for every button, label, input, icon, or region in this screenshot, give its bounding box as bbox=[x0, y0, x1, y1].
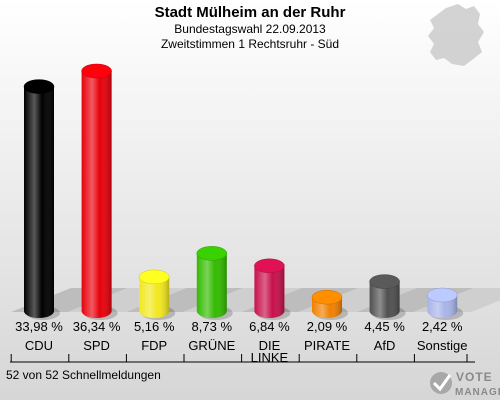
bar-top bbox=[369, 274, 400, 289]
bar-top bbox=[23, 79, 55, 94]
bar-series bbox=[23, 63, 464, 320]
bar-die-linke bbox=[254, 258, 291, 320]
chart-subtitle-1: Bundestagswahl 22.09.2013 bbox=[174, 22, 326, 36]
bar-cdu bbox=[23, 79, 60, 320]
category-label: LINKE bbox=[251, 350, 289, 365]
bar-shading bbox=[81, 71, 112, 318]
value-label: 4,45 % bbox=[364, 319, 405, 334]
logo-line-2: MANAGER bbox=[455, 387, 500, 398]
bar-shading bbox=[369, 281, 400, 318]
value-label: 6,84 % bbox=[249, 319, 290, 334]
category-label: Sonstige bbox=[417, 338, 468, 353]
category-label: GRÜNE bbox=[188, 338, 235, 353]
bar-shading bbox=[139, 276, 170, 318]
value-label: 36,34 % bbox=[73, 319, 121, 334]
bar-top bbox=[196, 246, 228, 261]
value-label: 5,16 % bbox=[134, 319, 175, 334]
bar-shading bbox=[196, 253, 227, 318]
value-label: 2,42 % bbox=[422, 319, 463, 334]
value-label: 8,73 % bbox=[192, 319, 233, 334]
category-label: SPD bbox=[83, 338, 110, 353]
footer-report-count: 52 von 52 Schnellmeldungen bbox=[6, 368, 161, 382]
category-label: AfD bbox=[374, 338, 396, 353]
bar-top bbox=[81, 63, 112, 79]
category-label: FDP bbox=[141, 338, 167, 353]
vote-manager-logo: VOTE MANAGER bbox=[430, 370, 500, 398]
bar-gr-ne bbox=[196, 246, 233, 320]
bar-top bbox=[138, 269, 170, 285]
bar-pirate bbox=[311, 289, 348, 320]
bar-top bbox=[311, 289, 343, 305]
germany-map-icon bbox=[428, 4, 484, 66]
chart-title: Stadt Mülheim an der Ruhr bbox=[155, 4, 346, 21]
bar-fdp bbox=[138, 269, 176, 320]
bar-sonstige bbox=[426, 287, 464, 320]
category-label: CDU bbox=[25, 338, 53, 353]
bar-top bbox=[254, 258, 285, 274]
chart-subtitle-2: Zweitstimmen 1 Rechtsruhr - Süd bbox=[161, 37, 339, 51]
category-label: DIE bbox=[259, 338, 281, 353]
bar-shading bbox=[254, 265, 285, 318]
logo-line-1: VOTE bbox=[456, 370, 493, 384]
category-label: PIRATE bbox=[304, 338, 350, 353]
bar-top bbox=[426, 287, 458, 303]
bar-spd bbox=[81, 63, 118, 320]
bar-shading bbox=[24, 86, 54, 319]
bar-afd bbox=[369, 274, 406, 320]
value-labels: 33,98 % 36,34 % 5,16 % 8,73 % 6,84 % 2,09 % 4,… bbox=[15, 319, 463, 334]
value-label: 33,98 % bbox=[15, 319, 63, 334]
value-label: 2,09 % bbox=[307, 319, 348, 334]
